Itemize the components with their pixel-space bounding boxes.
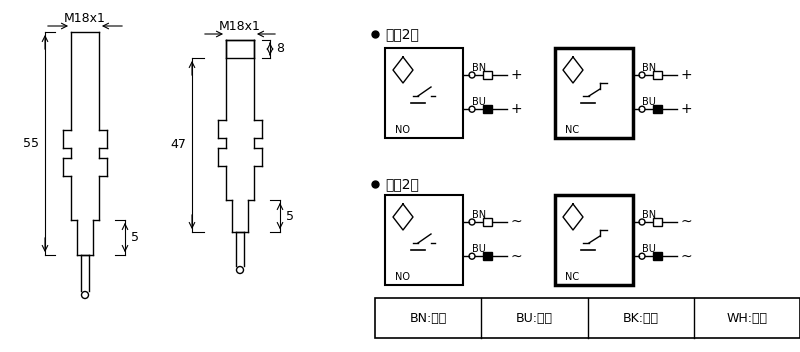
Bar	[653, 218, 662, 226]
Text: ~: ~	[681, 249, 693, 263]
Bar	[483, 218, 492, 226]
Text: BU: BU	[472, 244, 486, 254]
Text: BN:棕色: BN:棕色	[410, 312, 446, 325]
Text: NC: NC	[565, 125, 579, 135]
Text: BU: BU	[472, 97, 486, 107]
Text: BU: BU	[642, 97, 656, 107]
Bar	[483, 252, 492, 260]
Text: M18x1: M18x1	[64, 12, 106, 25]
Bar	[375, 298, 800, 338]
Text: 8: 8	[276, 43, 284, 56]
Text: BN: BN	[472, 210, 486, 220]
Bar	[555, 195, 633, 285]
Bar	[653, 71, 662, 79]
Text: 直兗2线: 直兗2线	[385, 27, 419, 41]
Text: BU: BU	[642, 244, 656, 254]
Text: 5: 5	[131, 231, 139, 244]
Text: BN: BN	[642, 63, 656, 73]
Text: NO: NO	[395, 125, 410, 135]
Text: +: +	[681, 102, 693, 116]
Text: +: +	[511, 102, 522, 116]
Text: 5: 5	[286, 209, 294, 222]
Text: ~: ~	[681, 215, 693, 229]
Text: ~: ~	[511, 215, 522, 229]
Text: NO: NO	[395, 272, 410, 282]
Text: BU:兰色: BU:兰色	[516, 312, 553, 325]
Text: 55: 55	[23, 137, 39, 150]
Text: BK:黑色: BK:黑色	[622, 312, 658, 325]
Bar	[483, 105, 492, 113]
Text: BN: BN	[472, 63, 486, 73]
Text: +: +	[681, 68, 693, 82]
Text: BN: BN	[642, 210, 656, 220]
Text: +: +	[511, 68, 522, 82]
Bar	[653, 105, 662, 113]
Text: WH:白色: WH:白色	[726, 312, 767, 325]
Text: 47: 47	[170, 138, 186, 151]
Bar	[483, 71, 492, 79]
Text: ~: ~	[511, 249, 522, 263]
Bar	[385, 48, 463, 138]
Bar	[653, 252, 662, 260]
Text: NC: NC	[565, 272, 579, 282]
Text: 交兗2线: 交兗2线	[385, 177, 419, 191]
Bar	[555, 48, 633, 138]
Bar	[385, 195, 463, 285]
Text: M18x1: M18x1	[219, 19, 261, 32]
